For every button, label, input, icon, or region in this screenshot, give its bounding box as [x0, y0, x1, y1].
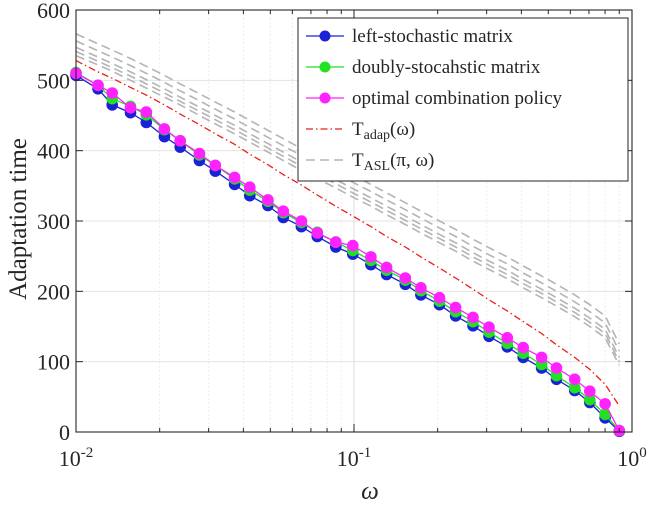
legend-label: left-stochastic matrix	[352, 26, 513, 47]
asl-bound-line	[75, 54, 621, 366]
y-tick-label: 600	[37, 0, 70, 23]
data-point	[467, 311, 479, 324]
legend-item: TASL(π, ω)	[306, 150, 434, 174]
asl-bound-line	[75, 40, 621, 352]
data-point	[106, 87, 118, 99]
data-point	[329, 236, 342, 248]
asl-bound-line	[75, 46, 621, 358]
data-point	[158, 123, 171, 135]
y-tick-label: 200	[37, 279, 70, 304]
data-point	[501, 331, 514, 344]
legend-label: Tadap(ω)	[352, 119, 415, 143]
data-point	[517, 341, 530, 354]
data-point	[140, 106, 153, 118]
legend-item: Tadap(ω)	[306, 119, 415, 143]
data-point	[209, 159, 222, 172]
data-point	[433, 291, 446, 304]
legend-label: doubly-stocahstic matrix	[352, 57, 541, 78]
y-tick-label: 300	[37, 209, 70, 234]
data-point	[174, 135, 186, 147]
data-point	[311, 227, 324, 239]
y-axis-label: Adaptation time	[5, 138, 32, 300]
x-tick-label: 100	[617, 445, 647, 471]
plot-series	[70, 33, 626, 438]
legend-item: left-stochastic matrix	[306, 26, 513, 47]
legend: left-stochastic matrix doubly-stocahstic …	[297, 17, 629, 182]
data-point	[583, 385, 596, 398]
data-point	[228, 171, 241, 184]
data-point	[124, 102, 137, 114]
data-point	[277, 205, 290, 217]
data-point	[399, 272, 412, 284]
axes: 10-2 10-1 100 0 100 200 300 400 500 600	[37, 0, 647, 471]
asl-bound-line	[75, 50, 621, 363]
data-point	[599, 398, 611, 410]
data-point	[568, 373, 581, 386]
data-point	[295, 215, 308, 227]
legend-box	[297, 17, 629, 182]
data-point	[92, 79, 104, 92]
legend-swatch-marker	[319, 61, 331, 73]
data-point	[193, 147, 206, 160]
y-tick-label: 100	[37, 350, 70, 375]
data-point	[244, 181, 256, 193]
data-point	[262, 194, 274, 206]
data-point	[365, 251, 377, 263]
y-tick-label: 400	[37, 139, 70, 164]
data-point	[415, 281, 427, 294]
series-2	[70, 67, 626, 437]
legend-item: optimal combination policy	[306, 88, 563, 109]
data-point	[483, 321, 495, 334]
x-tick-label: 10-2	[59, 445, 94, 471]
data-point	[449, 301, 462, 314]
series-line	[75, 60, 620, 407]
y-tick-label: 0	[59, 420, 70, 445]
legend-item: doubly-stocahstic matrix	[306, 57, 541, 78]
data-point	[535, 351, 548, 364]
data-point	[380, 261, 393, 274]
y-tick-label: 500	[37, 68, 70, 93]
x-tick-label: 10-1	[337, 445, 372, 471]
data-point	[346, 239, 359, 252]
series-3	[75, 60, 620, 407]
legend-label: TASL(π, ω)	[352, 150, 434, 174]
x-axis-label: ω	[361, 478, 379, 505]
data-point	[550, 362, 563, 374]
legend-label: optimal combination policy	[352, 88, 563, 109]
legend-swatch-marker	[319, 30, 331, 42]
legend-swatch-marker	[319, 92, 331, 104]
